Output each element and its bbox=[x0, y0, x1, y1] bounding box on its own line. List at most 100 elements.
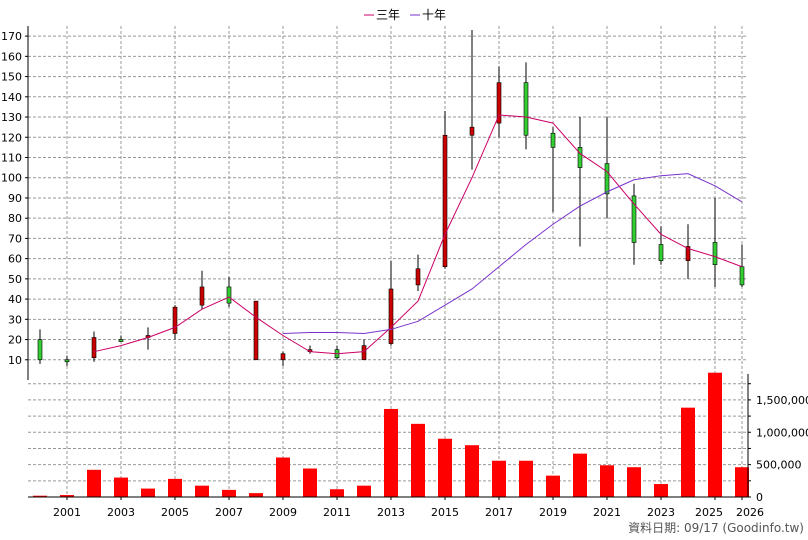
x-tick-label: 2021 bbox=[593, 506, 621, 519]
candle-2012 bbox=[361, 339, 367, 361]
candle-2007 bbox=[226, 276, 232, 308]
candle-2001 bbox=[64, 355, 70, 366]
candle-body bbox=[253, 300, 259, 361]
candle-body bbox=[172, 306, 178, 334]
candle-body bbox=[37, 339, 43, 361]
candle-2020 bbox=[577, 117, 583, 247]
legend-label-3y: 三年 bbox=[376, 8, 400, 22]
candle-body bbox=[226, 286, 232, 304]
price-tick-label: 30 bbox=[8, 313, 22, 326]
volume-bar-2024 bbox=[681, 407, 695, 497]
x-tick-label: 2007 bbox=[215, 506, 243, 519]
candle-2005 bbox=[172, 305, 178, 340]
footer-source: 資料日期: 09/17 (Goodinfo.tw) bbox=[628, 521, 804, 535]
volume-bar-2003 bbox=[114, 477, 128, 497]
candle-2018 bbox=[523, 62, 529, 150]
candle-body bbox=[658, 244, 664, 261]
x-tick-label: 2023 bbox=[647, 506, 675, 519]
candle-body bbox=[280, 353, 286, 361]
candle-body bbox=[361, 345, 367, 361]
volume-bar-2026 bbox=[735, 467, 749, 497]
candle-2017 bbox=[496, 66, 502, 138]
price-tick-label: 60 bbox=[8, 253, 22, 266]
volume-bar-2002 bbox=[87, 469, 101, 497]
volume-tick-label: 500,000 bbox=[756, 459, 802, 472]
volume-bar-2005 bbox=[168, 478, 182, 497]
volume-bar-2022 bbox=[627, 467, 641, 497]
candle-2022 bbox=[631, 183, 637, 265]
price-tick-label: 140 bbox=[1, 91, 22, 104]
candle-2016 bbox=[469, 30, 475, 170]
x-tick-label: 2013 bbox=[377, 506, 405, 519]
price-tick-label: 170 bbox=[1, 30, 22, 43]
x-tick-label: 2011 bbox=[323, 506, 351, 519]
candle-body bbox=[739, 266, 745, 286]
candle-2014 bbox=[415, 254, 421, 291]
candle-2013 bbox=[388, 260, 394, 346]
candle-body bbox=[496, 82, 502, 124]
x-tick-label: 2001 bbox=[53, 506, 81, 519]
candle-body bbox=[550, 132, 556, 148]
legend-label-10y: 十年 bbox=[422, 8, 446, 22]
volume-bar-2019 bbox=[546, 475, 560, 497]
volume-bar-2012 bbox=[357, 485, 371, 497]
candle-2004 bbox=[145, 327, 151, 350]
price-tick-label: 150 bbox=[1, 71, 22, 84]
ma-3y-line bbox=[93, 114, 743, 355]
candle-2015 bbox=[442, 110, 448, 269]
candle-2000 bbox=[37, 329, 43, 364]
candle-2021 bbox=[604, 117, 610, 219]
volume-bar-2001 bbox=[60, 495, 74, 497]
candle-2009 bbox=[280, 351, 286, 366]
candle-2025 bbox=[712, 197, 718, 287]
x-tick-label: 2003 bbox=[107, 506, 135, 519]
candle-2008 bbox=[253, 300, 259, 361]
volume-bar-2014 bbox=[411, 423, 425, 497]
volume-bar-2016 bbox=[465, 445, 479, 497]
candle-body bbox=[199, 286, 205, 306]
x-tick-label: 2009 bbox=[269, 506, 297, 519]
x-tick-label: 2017 bbox=[485, 506, 513, 519]
price-tick-label: 90 bbox=[8, 192, 22, 205]
candle-2002 bbox=[91, 331, 97, 362]
candle-body bbox=[523, 82, 529, 136]
volume-bar-2007 bbox=[222, 489, 236, 497]
candle-body bbox=[631, 195, 637, 243]
price-tick-label: 110 bbox=[1, 151, 22, 164]
legend: 三年 十年 bbox=[364, 8, 446, 22]
candle-body bbox=[712, 242, 718, 265]
x-tick-label: 2025 bbox=[695, 506, 723, 519]
volume-series bbox=[33, 372, 749, 497]
candlestick-series bbox=[37, 30, 745, 366]
volume-bar-2009 bbox=[276, 457, 290, 497]
volume-bar-2017 bbox=[492, 460, 506, 497]
price-tick-label: 120 bbox=[1, 131, 22, 144]
x-tick-label: 2019 bbox=[539, 506, 567, 519]
price-tick-label: 80 bbox=[8, 212, 22, 225]
volume-tick-label: 1,000,000 bbox=[756, 426, 808, 439]
candle-body bbox=[415, 268, 421, 286]
candle-2010 bbox=[307, 345, 313, 354]
candle-body bbox=[118, 339, 124, 342]
candle-body bbox=[577, 147, 583, 168]
candle-2024 bbox=[685, 224, 691, 279]
volume-bar-2010 bbox=[303, 468, 317, 497]
candle-2023 bbox=[658, 226, 664, 265]
volume-tick-label: 0 bbox=[756, 491, 763, 504]
price-tick-label: 100 bbox=[1, 172, 22, 185]
volume-bar-2000 bbox=[33, 495, 47, 497]
candle-body bbox=[388, 288, 394, 344]
candle-2019 bbox=[550, 127, 556, 213]
volume-bar-2020 bbox=[573, 453, 587, 497]
volume-bar-2006 bbox=[195, 485, 209, 497]
candle-body bbox=[469, 126, 475, 136]
candle-body bbox=[64, 359, 70, 363]
x-tick-label: 2015 bbox=[431, 506, 459, 519]
price-tick-label: 50 bbox=[8, 273, 22, 286]
x-tick-label: 2005 bbox=[161, 506, 189, 519]
volume-bar-2011 bbox=[330, 489, 344, 497]
volume-bar-2025 bbox=[708, 372, 722, 497]
candle-body bbox=[91, 337, 97, 359]
price-tick-label: 70 bbox=[8, 232, 22, 245]
